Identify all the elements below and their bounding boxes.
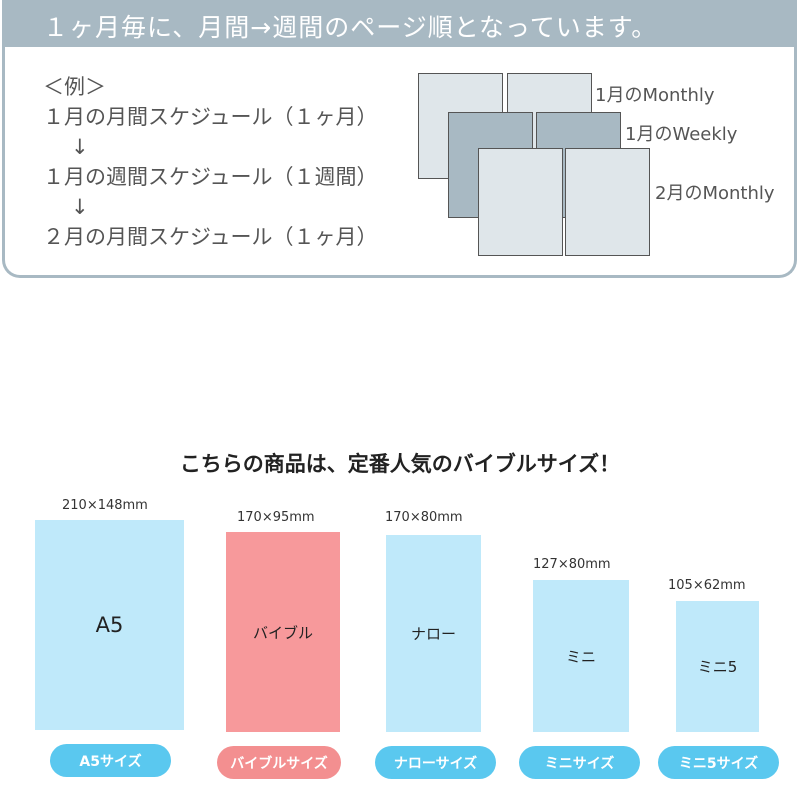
jan-weekly-label: 1月のWeekly bbox=[625, 124, 738, 145]
page-order-panel: １ヶ月毎に、月間→週間のページ順となっています。 ＜例＞ １月の月間スケジュール… bbox=[2, 0, 797, 278]
sizes-title: こちらの商品は、定番人気のバイブルサイズ！ bbox=[179, 452, 621, 476]
example-list: ＜例＞ １月の月間スケジュール（１ヶ月） ↓ １月の週間スケジュール（１週間） … bbox=[43, 72, 378, 252]
a5-size-pill: A5サイズ bbox=[50, 744, 171, 777]
mini-dimensions: 127×80mm bbox=[533, 557, 611, 572]
a5-dimensions: 210×148mm bbox=[62, 498, 148, 513]
a5-book: A5 bbox=[35, 520, 184, 730]
down-arrow-2: ↓ bbox=[71, 195, 89, 219]
mini-book: ミニ bbox=[533, 580, 629, 732]
narrow-size-pill: ナローサイズ bbox=[375, 746, 496, 779]
banner: １ヶ月毎に、月間→週間のページ順となっています。 bbox=[5, 0, 794, 47]
narrow-book: ナロー bbox=[386, 535, 481, 732]
mini5-dimensions: 105×62mm bbox=[668, 578, 746, 593]
bible-dimensions: 170×95mm bbox=[237, 510, 315, 525]
mini-size-pill: ミニサイズ bbox=[519, 746, 640, 779]
banner-text: １ヶ月毎に、月間→週間のページ順となっています。 bbox=[43, 13, 658, 42]
bible-book: バイブル bbox=[226, 532, 340, 732]
mini5-book: ミニ5 bbox=[676, 601, 759, 732]
narrow-dimensions: 170×80mm bbox=[385, 510, 463, 525]
page-stack-diagram: 1月のMonthly 1月のWeekly 2月のMonthly bbox=[5, 0, 794, 275]
feb-monthly-left-page bbox=[478, 148, 563, 256]
example-line-2: １月の週間スケジュール（１週間） bbox=[43, 165, 378, 189]
feb-monthly-right-page bbox=[565, 148, 650, 256]
example-line-1: １月の月間スケジュール（１ヶ月） bbox=[43, 105, 378, 129]
feb-monthly-label: 2月のMonthly bbox=[655, 183, 775, 204]
down-arrow-1: ↓ bbox=[71, 135, 89, 159]
bible-size-pill: バイブルサイズ bbox=[217, 746, 341, 779]
example-line-3: ２月の月間スケジュール（１ヶ月） bbox=[43, 225, 378, 249]
mini5-size-pill: ミニ5サイズ bbox=[658, 746, 779, 779]
jan-monthly-label: 1月のMonthly bbox=[595, 85, 715, 106]
example-heading: ＜例＞ bbox=[43, 75, 106, 99]
